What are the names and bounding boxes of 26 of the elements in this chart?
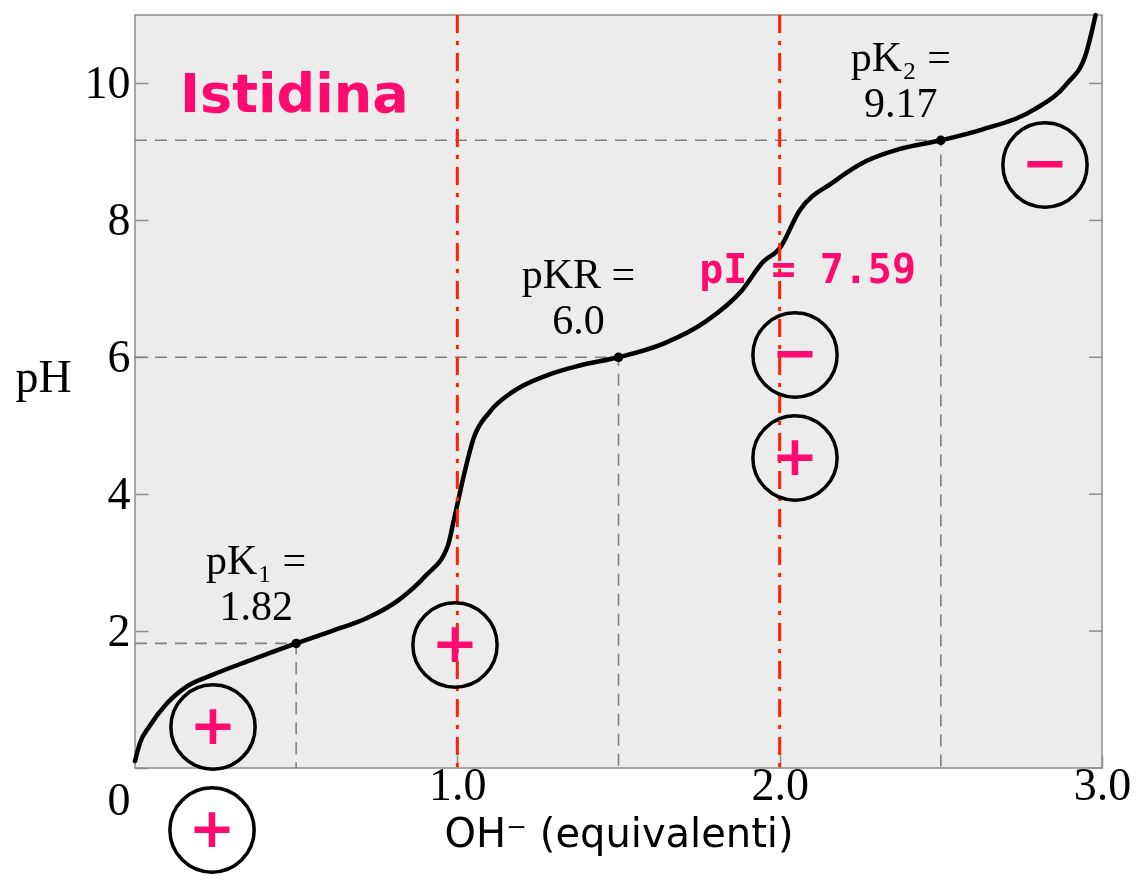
y-tick-label: 6	[107, 330, 131, 382]
y-tick-label: 0	[107, 773, 131, 825]
point	[613, 352, 624, 363]
data-label: pK₂ = 9.17	[850, 34, 951, 127]
annotation: +	[431, 610, 479, 675]
x-tick-label: 2.0	[751, 758, 809, 810]
x-tick-label: 3.0	[1073, 758, 1132, 810]
annotation: −	[771, 320, 819, 385]
line-series	[132, 12, 1098, 764]
annotation: +	[189, 692, 237, 757]
y-tick-label: 4	[107, 467, 131, 519]
point	[291, 638, 301, 649]
y-tick-label: 8	[107, 193, 131, 245]
point	[936, 135, 946, 146]
y-axis-title: pH	[15, 350, 72, 402]
data-label: pKR = 6.0	[521, 251, 636, 344]
y-tick-label: 10	[84, 56, 131, 108]
text: Istidina	[180, 62, 409, 125]
text: +	[188, 795, 236, 860]
data-label: pK₁ = 1.82	[206, 537, 307, 630]
annotation: −	[1021, 130, 1069, 195]
y-tick-label: 2	[107, 604, 131, 656]
x-tick-label: 1.0	[429, 758, 487, 810]
x-axis-title: OH⁻ (equivalenti)	[444, 809, 794, 856]
annotation: pI = 7.59	[699, 246, 917, 293]
annotation: +	[771, 423, 819, 488]
